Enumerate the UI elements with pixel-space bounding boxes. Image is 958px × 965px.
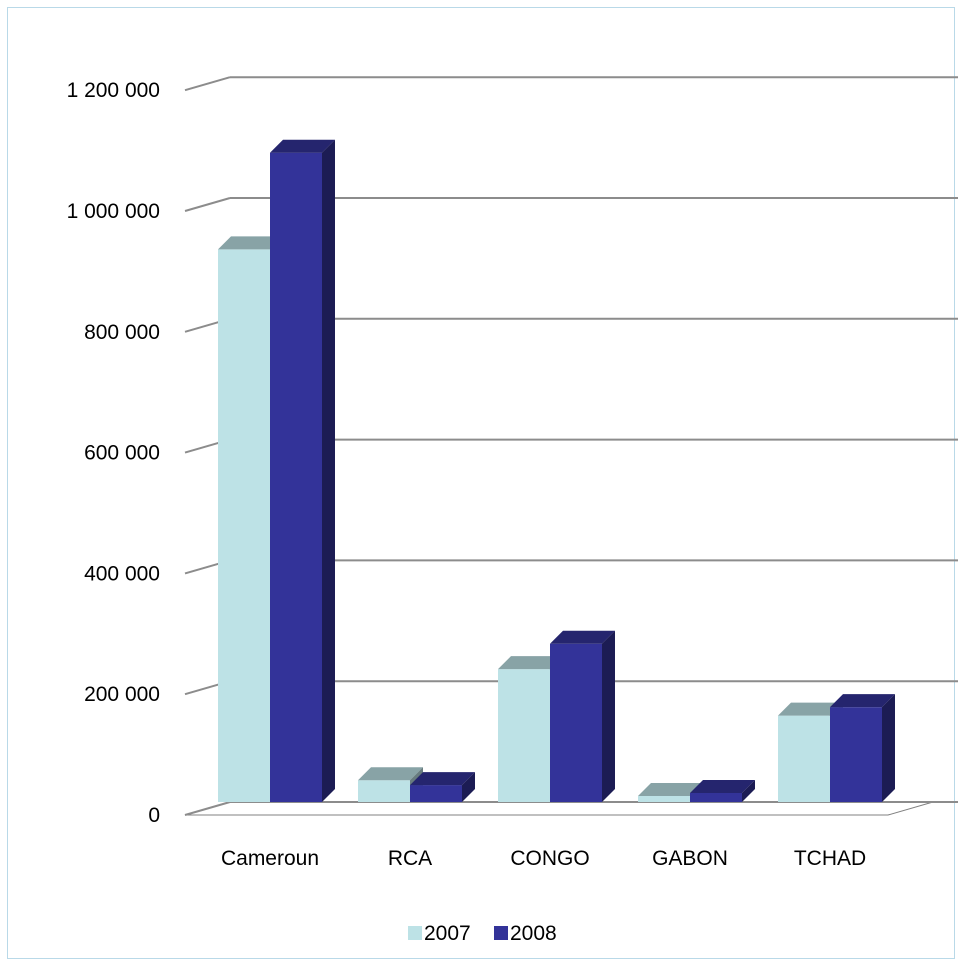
bar-2008-TCHAD [830, 694, 895, 802]
legend: 2007 2008 [408, 922, 557, 945]
x-tick-label: RCA [388, 847, 432, 870]
y-tick-label: 1 000 000 [67, 200, 160, 223]
bar-top [410, 772, 475, 786]
bar-front [830, 707, 882, 802]
x-tick-label: GABON [652, 847, 728, 870]
gridline-side [184, 801, 231, 816]
legend-swatch [408, 926, 422, 940]
bar-2008-GABON [690, 779, 755, 802]
bar-front [690, 792, 742, 802]
x-tick-label: CONGO [510, 847, 589, 870]
bar-top [358, 767, 423, 781]
bar-front [638, 795, 690, 802]
bar-side [742, 779, 755, 802]
bar-2008-Cameroun [270, 139, 335, 802]
y-tick-label: 1 200 000 [67, 79, 160, 102]
legend-item-2007: 2007 [408, 922, 471, 945]
gridline-side [184, 76, 231, 92]
x-tick-label: TCHAD [794, 847, 866, 870]
bars [218, 139, 895, 803]
bar-front [778, 715, 830, 802]
legend-label: 2008 [510, 922, 557, 945]
bar-2008-CONGO [550, 630, 615, 802]
bar-top [498, 656, 563, 670]
y-tick-label: 0 [148, 804, 160, 827]
y-tick-label: 800 000 [84, 321, 160, 344]
legend-swatch [494, 926, 508, 940]
y-tick-label: 600 000 [84, 442, 160, 465]
bar-front [218, 249, 270, 803]
bar-top [638, 782, 703, 796]
bar-top [550, 630, 615, 644]
bar-top [270, 139, 335, 153]
bar-front [270, 152, 322, 802]
bar-side [462, 772, 475, 802]
bar-front [410, 785, 462, 802]
bar-top [778, 702, 843, 716]
bar-2008-RCA [410, 772, 475, 802]
bar-front [550, 643, 602, 802]
legend-item-2008: 2008 [494, 922, 557, 945]
floor [184, 801, 934, 816]
bar-side [322, 139, 335, 802]
chart-walls [184, 801, 934, 816]
y-axis-tick-labels: 0 200 000 400 000 600 000 800 000 1 000 000 1 … [67, 79, 160, 827]
bar-top [218, 236, 283, 250]
bar-side [882, 694, 895, 802]
bar-front [498, 669, 550, 802]
bar-front [358, 780, 410, 802]
legend-label: 2007 [424, 922, 471, 945]
y-tick-label: 200 000 [84, 683, 160, 706]
gridline-side [184, 197, 231, 212]
bar-top [690, 779, 755, 793]
bar-top [830, 694, 895, 708]
bar-side [602, 630, 615, 802]
x-tick-label: Cameroun [221, 847, 319, 870]
x-axis-tick-labels: Cameroun RCA CONGO GABON TCHAD [221, 847, 866, 870]
y-tick-label: 400 000 [84, 562, 160, 585]
